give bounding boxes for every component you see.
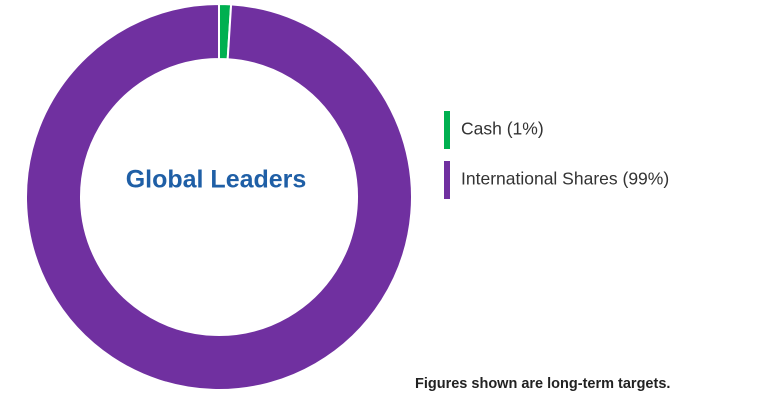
legend: Cash (1%) International Shares (99%)	[444, 111, 669, 199]
donut	[25, 2, 413, 391]
center-label: Global Leaders	[126, 166, 307, 194]
legend-swatch	[444, 111, 450, 149]
legend-swatch	[444, 161, 450, 199]
legend-label: International Shares (99%)	[461, 169, 669, 189]
legend-label: Cash (1%)	[461, 119, 544, 139]
footnote: Figures shown are long-term targets.	[415, 376, 670, 392]
donut-slice	[25, 2, 413, 391]
